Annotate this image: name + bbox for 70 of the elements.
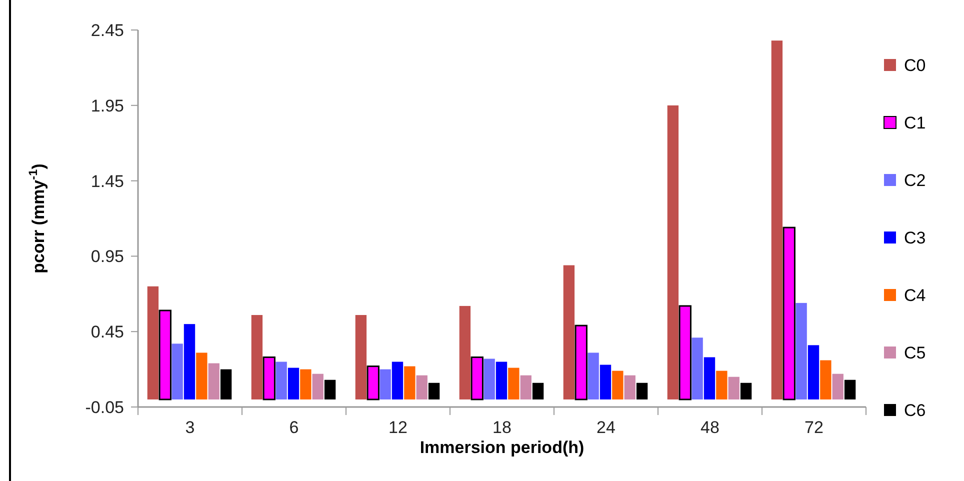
bar (300, 369, 312, 400)
bar (416, 375, 428, 400)
bar (563, 265, 575, 400)
bar (532, 382, 544, 400)
bar (808, 345, 820, 400)
y-tick-label: 2.45 (90, 20, 124, 40)
bar (251, 315, 263, 400)
bar (844, 380, 856, 400)
bar (392, 362, 404, 400)
bar (428, 382, 440, 400)
x-tick-label: 72 (804, 418, 824, 437)
bar (728, 376, 740, 400)
bar (508, 368, 520, 400)
bar (324, 380, 336, 400)
bar (459, 306, 471, 400)
bar (196, 352, 208, 400)
bar (484, 358, 495, 400)
bar (678, 305, 692, 400)
bar (771, 40, 783, 400)
bar (612, 370, 624, 400)
bar (832, 374, 844, 400)
bar (262, 356, 276, 400)
bar (692, 338, 703, 400)
bar (740, 382, 752, 400)
y-tick-label: 0.45 (90, 322, 124, 342)
bar (796, 302, 807, 400)
bar (355, 315, 367, 400)
bar (782, 226, 796, 400)
legend-label: C6 (904, 401, 926, 420)
bar (288, 368, 300, 400)
legend-label: C3 (904, 228, 926, 248)
bar (380, 369, 391, 400)
bar (366, 366, 380, 400)
legend-label: C5 (904, 344, 926, 362)
bar (208, 363, 220, 400)
legend-label: C1 (904, 114, 926, 132)
legend-label: C4 (904, 286, 926, 305)
bar (716, 370, 728, 400)
bar (470, 356, 484, 400)
x-tick-label: 6 (289, 418, 299, 437)
bar (624, 375, 636, 400)
x-tick-label: 24 (596, 418, 616, 437)
legend-label: C2 (904, 171, 926, 190)
bar (147, 286, 159, 400)
bar (600, 364, 612, 400)
x-tick-label: 48 (700, 418, 720, 437)
legend-label: C0 (904, 56, 926, 75)
bar (820, 360, 832, 400)
bar (276, 362, 287, 400)
bar (220, 369, 232, 400)
bar (704, 357, 716, 400)
bar (172, 344, 183, 400)
bar (312, 374, 324, 400)
bar (158, 310, 172, 400)
bar (404, 366, 416, 400)
x-tick-label: 3 (185, 418, 195, 437)
bar (588, 352, 599, 400)
bar (184, 324, 196, 400)
y-tick-label: 1.95 (90, 96, 124, 116)
bar (496, 362, 508, 400)
bar (636, 382, 648, 400)
x-axis-title: Immersion period(h) (420, 438, 584, 457)
y-tick-label: 1.45 (90, 172, 124, 191)
x-tick-label: 18 (492, 418, 512, 437)
y-tick-label: 0.95 (90, 247, 124, 266)
bar (520, 375, 532, 400)
bar (574, 324, 588, 400)
x-tick-label: 12 (388, 418, 408, 437)
bar (667, 105, 679, 400)
y-tick-label: -0.05 (85, 398, 124, 417)
